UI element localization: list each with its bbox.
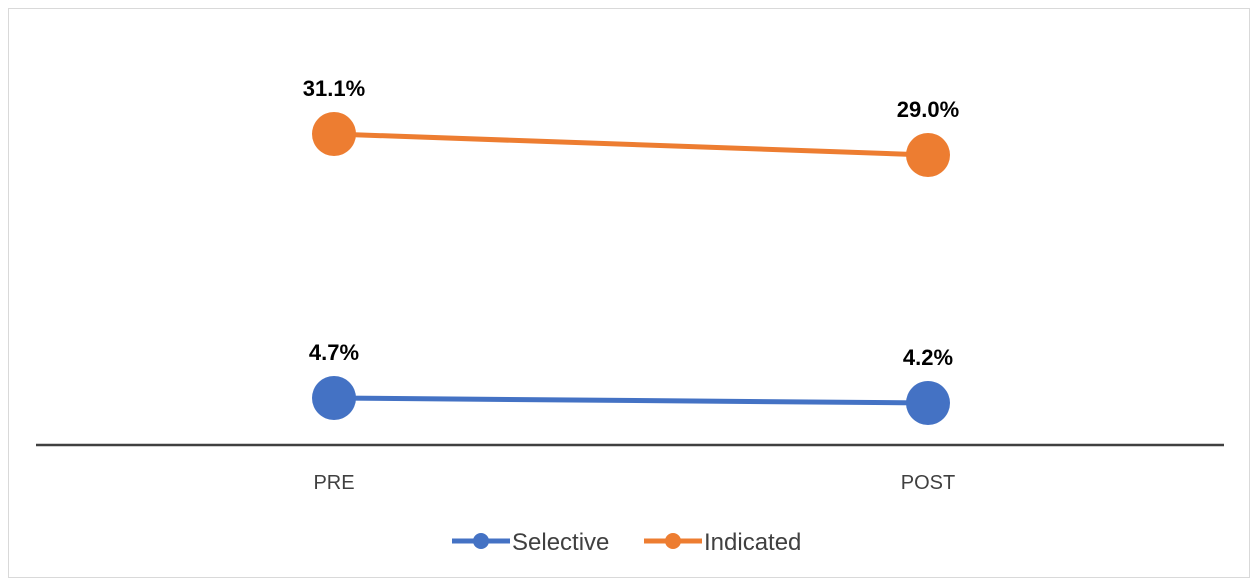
series-line-indicated bbox=[333, 131, 929, 158]
series-layer bbox=[312, 112, 950, 425]
data-label-selective-post: 4.2% bbox=[903, 345, 953, 370]
legend-label-indicated: Indicated bbox=[704, 529, 801, 556]
data-point-selective-post bbox=[906, 381, 950, 425]
data-label-indicated-post: 29.0% bbox=[897, 97, 959, 122]
x-tick-layer: PRE POST bbox=[313, 472, 955, 494]
chart-frame bbox=[8, 8, 1250, 578]
x-tick-label-pre: PRE bbox=[313, 472, 354, 494]
data-label-layer: 4.7% 4.2% 31.1% 29.0% bbox=[303, 76, 959, 370]
data-point-indicated-post bbox=[906, 133, 950, 177]
data-label-indicated-pre: 31.1% bbox=[303, 76, 365, 101]
legend-label-selective: Selective bbox=[512, 529, 609, 556]
series-line-selective bbox=[333, 395, 929, 406]
data-label-selective-pre: 4.7% bbox=[309, 340, 359, 365]
legend-marker-selective bbox=[473, 533, 489, 549]
legend: Selective Indicated bbox=[452, 529, 801, 556]
legend-marker-indicated bbox=[665, 533, 681, 549]
x-tick-label-post: POST bbox=[901, 472, 955, 494]
data-point-indicated-pre bbox=[312, 112, 356, 156]
data-point-selective-pre bbox=[312, 376, 356, 420]
